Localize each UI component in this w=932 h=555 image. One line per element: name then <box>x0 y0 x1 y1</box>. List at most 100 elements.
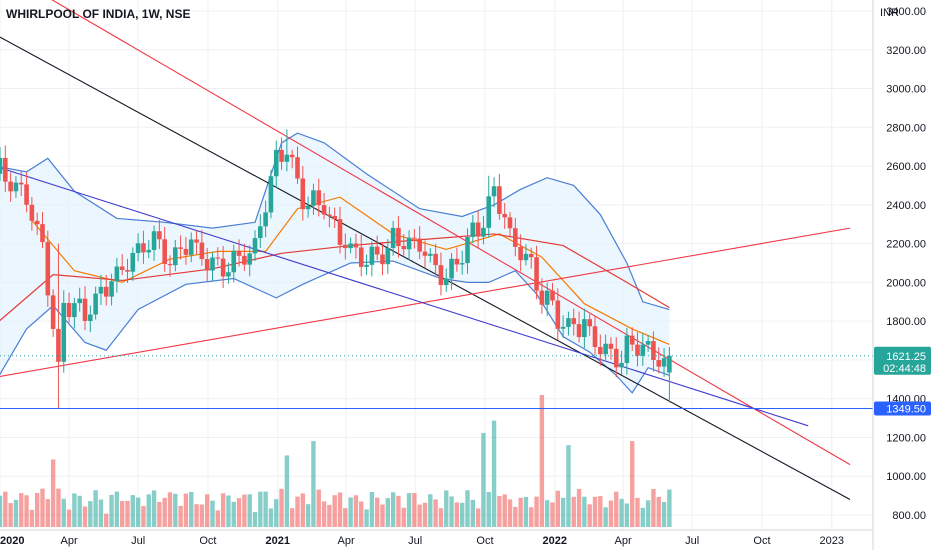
candle-body <box>354 243 359 247</box>
candle-body <box>492 186 497 196</box>
volume-bar <box>449 496 453 527</box>
volume-bar <box>625 503 629 527</box>
volume-bar <box>444 490 448 527</box>
candle-body <box>625 336 630 363</box>
candle-body <box>231 251 236 272</box>
volume-bar <box>258 492 262 527</box>
volume-bar <box>518 498 522 527</box>
chart-title: WHIRLPOOL OF INDIA, 1W, NSE <box>6 7 190 21</box>
volume-bar <box>168 492 172 527</box>
candle-body <box>386 248 391 264</box>
candle-body <box>359 247 364 267</box>
volume-bar <box>24 495 28 527</box>
volume-bar <box>263 492 267 527</box>
volume-bar <box>572 497 576 527</box>
volume-bar <box>295 497 299 527</box>
volume-bar <box>157 502 161 527</box>
candle-body <box>194 239 199 242</box>
price-tick-label: 2000.00 <box>886 277 926 289</box>
candle-body <box>582 319 587 337</box>
volume-bar <box>396 496 400 527</box>
candle-body <box>61 303 66 362</box>
volume-bar <box>210 501 214 527</box>
candle-body <box>67 303 72 317</box>
volume-bar <box>301 493 305 527</box>
candle-body <box>141 243 146 252</box>
volume-bar <box>603 507 607 527</box>
candle-body <box>242 256 247 265</box>
volume-bar <box>253 512 257 527</box>
candle-body <box>396 228 401 246</box>
volume-bar <box>194 504 198 527</box>
bollinger-bands <box>0 133 669 393</box>
price-tick-label: 3000.00 <box>886 84 926 96</box>
bollinger-fill <box>0 133 669 393</box>
volume-bar <box>338 492 342 527</box>
candle-body <box>88 315 93 321</box>
candle-body <box>529 254 534 257</box>
candle-body <box>216 257 221 258</box>
volume-bar <box>481 433 485 527</box>
candle-body <box>508 217 513 228</box>
volume-bar <box>141 506 145 527</box>
candle-body <box>263 212 268 226</box>
volume-bar <box>513 507 517 527</box>
volume-bar <box>619 499 623 527</box>
candle-body <box>109 281 114 296</box>
volume-bar <box>380 505 384 527</box>
volume-bar <box>322 501 326 527</box>
candle-body <box>401 246 406 249</box>
candle-body <box>24 184 29 204</box>
candle-body <box>417 239 422 252</box>
candle-body <box>380 254 385 264</box>
candle-body <box>332 216 337 219</box>
candle-body <box>178 247 183 249</box>
candle-body <box>120 267 125 270</box>
candle-body <box>295 157 300 178</box>
volume-bar <box>566 445 570 527</box>
candle-body <box>497 186 502 214</box>
volume-bar <box>131 495 135 527</box>
candle-body <box>40 224 45 242</box>
volume-bar <box>51 459 55 527</box>
candle-body <box>619 363 624 367</box>
candle-body <box>502 214 507 217</box>
volume-bar <box>423 503 427 527</box>
volume-bar <box>125 501 129 527</box>
volume-bar <box>332 495 336 527</box>
time-tick-label: 2020 <box>0 535 24 547</box>
price-tick-label: 2800.00 <box>886 122 926 134</box>
candle-body <box>247 253 252 264</box>
volume-bar <box>173 494 177 527</box>
volume-bars <box>0 395 672 527</box>
candle-body <box>518 247 523 260</box>
candle-body <box>524 254 529 260</box>
candle-body <box>566 318 571 327</box>
time-tick-label: Jul <box>685 535 699 547</box>
volume-bar <box>327 505 331 527</box>
volume-bar <box>290 508 294 527</box>
candle-body <box>200 243 205 260</box>
candle-body <box>614 349 619 367</box>
time-tick-label: Apr <box>61 535 78 547</box>
volume-bar <box>635 498 639 527</box>
time-tick-label: Oct <box>476 535 493 547</box>
candle-body <box>205 259 210 271</box>
candle-body <box>301 178 306 209</box>
volume-bar <box>439 508 443 527</box>
candle-body <box>35 221 40 224</box>
candle-body <box>609 344 614 349</box>
volume-bar <box>56 489 60 527</box>
time-tick-label: 2021 <box>266 535 290 547</box>
candle-body <box>51 295 56 329</box>
volume-bar <box>630 441 634 527</box>
volume-bar <box>460 503 464 527</box>
volume-bar <box>216 510 220 527</box>
candle-body <box>157 231 162 239</box>
time-tick-label: Oct <box>753 535 770 547</box>
volume-bar <box>67 510 71 527</box>
candle-body <box>571 318 576 324</box>
candle-body <box>279 150 284 162</box>
